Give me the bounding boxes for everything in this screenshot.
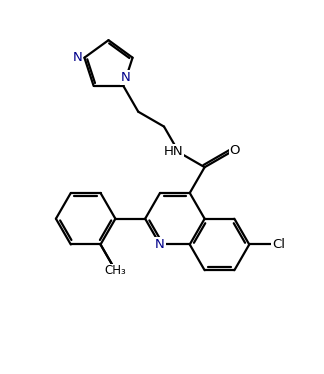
Text: O: O	[229, 144, 240, 157]
Text: HN: HN	[164, 145, 183, 158]
Text: Cl: Cl	[272, 238, 285, 251]
Text: N: N	[73, 51, 82, 64]
Text: CH₃: CH₃	[105, 264, 127, 277]
Text: N: N	[155, 238, 165, 251]
Text: N: N	[121, 71, 130, 84]
